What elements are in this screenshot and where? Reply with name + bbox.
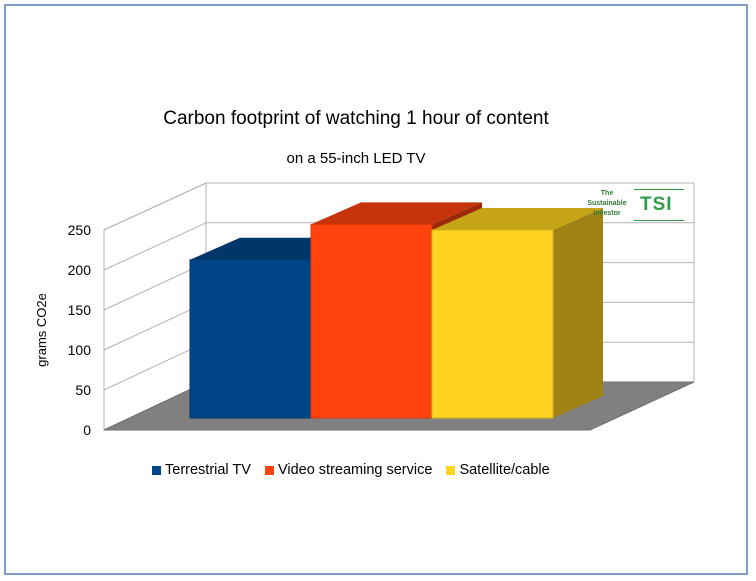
gridline-side (103, 301, 207, 351)
bar-top (432, 208, 603, 230)
legend: Terrestrial TV Video streaming service Sat… (152, 462, 550, 478)
bar-front (310, 223, 433, 419)
legend-swatch (152, 465, 161, 475)
legend-swatch (264, 465, 274, 475)
legend-item: Terrestrial TV (152, 462, 251, 478)
legend-label: Satellite/cable (459, 462, 550, 478)
logo-abbr: TSI (640, 194, 673, 215)
logo-text-line1: The (600, 190, 614, 197)
y-axis-label: grams CO2e (34, 293, 49, 367)
bar-front (189, 259, 312, 419)
y-tick-label: 100 (68, 342, 92, 358)
logo-text-line3: Investor (593, 210, 621, 217)
legend-label: Terrestrial TV (165, 462, 251, 478)
bar-front (431, 229, 554, 419)
gridline-side (103, 222, 207, 271)
y-tick-label: 50 (75, 382, 91, 398)
logo-rule-bottom (634, 220, 684, 221)
chart-subtitle: on a 55-inch LED TV (286, 150, 426, 167)
legend-item: Satellite/cable (446, 462, 550, 478)
chart-title: Carbon footprint of watching 1 hour of c… (163, 108, 549, 129)
legend-label: Video streaming service (277, 462, 433, 478)
y-tick-label: 0 (83, 422, 91, 438)
gridline-side (103, 262, 207, 311)
gridline-side (103, 182, 207, 231)
y-tick-label: 250 (68, 222, 92, 238)
y-tick-label: 150 (68, 302, 92, 318)
bar-side (553, 208, 603, 418)
logo-text-line2: Sustainable (587, 200, 627, 207)
legend-swatch (446, 465, 456, 475)
logo-rule-top (634, 189, 684, 190)
gridline-side (103, 341, 207, 391)
y-tick-label: 200 (68, 262, 92, 278)
bar-top (311, 202, 482, 225)
legend-item: Video streaming service (264, 462, 433, 478)
tsi-logo: The Sustainable Investor TSI (578, 188, 686, 222)
